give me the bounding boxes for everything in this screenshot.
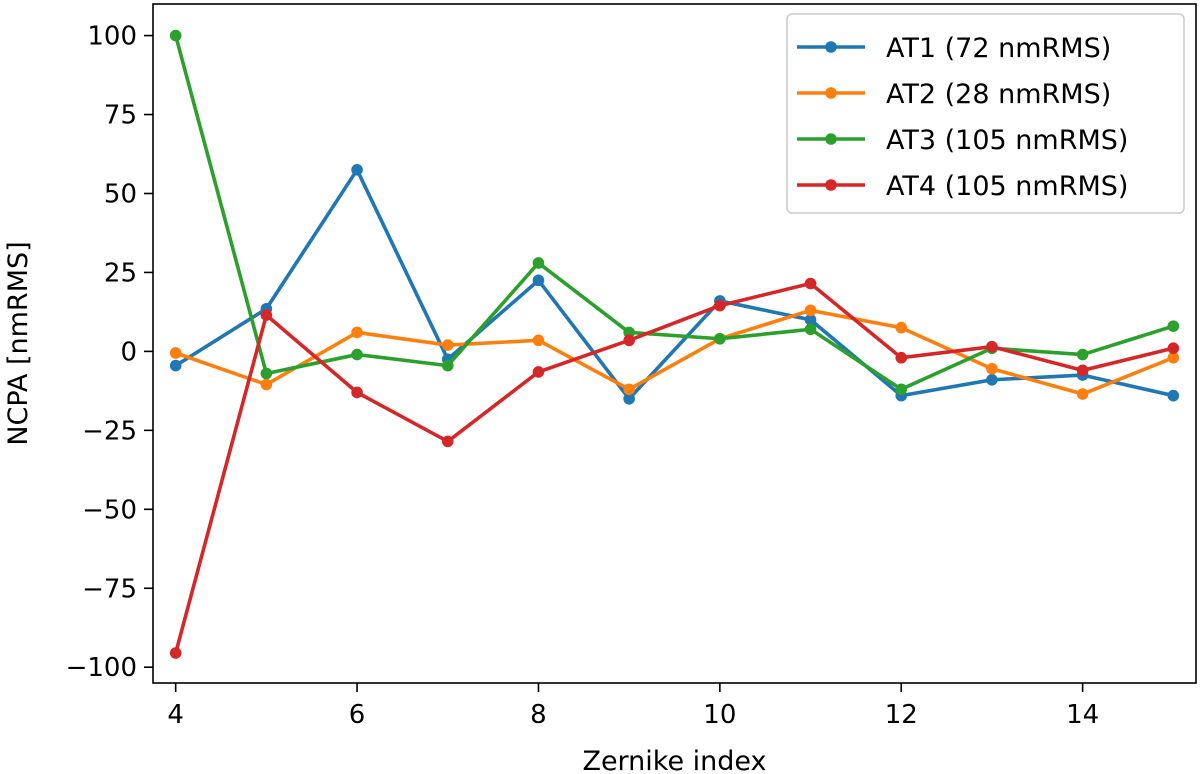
legend-marker [825, 87, 837, 99]
data-point [351, 386, 363, 399]
x-tick-label: 14 [1066, 700, 1099, 730]
data-point [351, 164, 363, 176]
data-point [623, 392, 635, 405]
x-tick-label: 10 [703, 700, 736, 730]
legend-marker [825, 133, 837, 145]
legend-item: AT1 (72 nmRMS) [797, 33, 1111, 64]
data-point [441, 359, 454, 372]
series-line [173, 281, 1176, 656]
data-point [986, 374, 998, 386]
data-point [623, 334, 635, 347]
data-point [804, 314, 817, 326]
legend-marker [825, 179, 837, 191]
data-point [804, 277, 817, 290]
y-axis: 100 75 50 25 0 −25 −50 −75 −100 [66, 22, 153, 683]
y-tick-label: −50 [82, 495, 137, 525]
x-tick-label: 4 [167, 700, 184, 730]
series-2 [169, 304, 1180, 400]
legend-label: AT4 (105 nmRMS) [886, 171, 1128, 202]
series-layer [169, 29, 1180, 659]
data-point [714, 299, 726, 312]
data-point [532, 274, 545, 287]
data-point [1076, 364, 1089, 377]
y-tick-label: −100 [66, 653, 137, 683]
data-point [260, 378, 273, 391]
y-tick-label: −75 [82, 574, 137, 604]
data-point [895, 351, 908, 364]
data-point [895, 383, 908, 396]
data-point [1167, 320, 1180, 332]
data-point [1167, 351, 1180, 364]
y-tick-label: 75 [104, 101, 137, 131]
data-point [532, 257, 545, 269]
data-point [804, 323, 817, 336]
data-point [169, 347, 182, 359]
x-tick-label: 12 [885, 700, 918, 730]
legend-marker [825, 41, 837, 53]
y-tick-label: 0 [120, 337, 137, 367]
legend-item: AT3 (105 nmRMS) [797, 125, 1128, 156]
data-point [441, 435, 454, 448]
data-point [895, 321, 908, 334]
data-point [986, 362, 998, 375]
legend-label: AT1 (72 nmRMS) [886, 33, 1111, 64]
legend-label: AT3 (105 nmRMS) [886, 125, 1128, 156]
legend-item: AT2 (28 nmRMS) [797, 79, 1111, 110]
data-point [351, 326, 363, 339]
plot-frame [152, 3, 1197, 684]
series-line [173, 308, 1176, 396]
data-point [1076, 348, 1089, 361]
y-tick-label: 25 [104, 258, 137, 288]
data-point [623, 383, 635, 396]
data-point [169, 29, 182, 42]
plot-area [152, 3, 1197, 684]
data-point [169, 359, 182, 372]
data-point [804, 304, 817, 317]
data-point [532, 366, 545, 378]
data-point [351, 348, 363, 361]
series-4 [169, 277, 1180, 659]
data-point [260, 309, 273, 321]
data-point [260, 367, 273, 380]
y-axis-label: NCPA [nmRMS] [3, 241, 34, 445]
x-axis-label: Zernike index [582, 746, 766, 774]
x-tick-label: 6 [349, 700, 366, 730]
y-tick-label: −25 [82, 416, 137, 446]
legend-box [786, 13, 1185, 214]
series-line [173, 168, 1176, 401]
y-tick-label: 50 [104, 179, 137, 209]
data-point [441, 339, 454, 351]
legend-item: AT4 (105 nmRMS) [797, 171, 1128, 202]
legend: AT1 (72 nmRMS) AT2 (28 nmRMS) AT3 (105 nmR… [786, 13, 1185, 214]
data-point [169, 647, 182, 659]
data-point [1167, 342, 1180, 355]
data-point [986, 340, 998, 353]
legend-label: AT2 (28 nmRMS) [886, 79, 1111, 110]
x-tick-label: 8 [530, 700, 547, 730]
x-axis: 4 6 8 10 12 14 [167, 683, 1099, 730]
data-point [714, 332, 726, 345]
data-point [1076, 388, 1089, 400]
y-tick-label: 100 [87, 22, 137, 52]
data-point [532, 334, 545, 347]
data-point [1167, 389, 1180, 402]
